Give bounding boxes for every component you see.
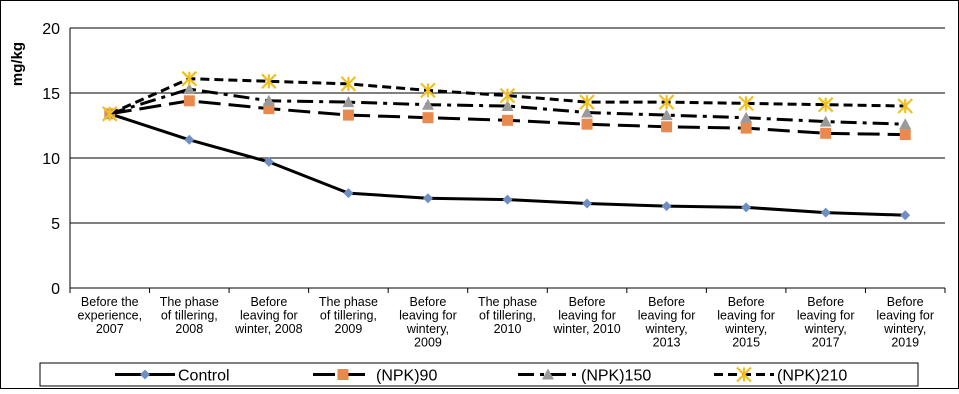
data-point <box>263 103 275 115</box>
data-point <box>819 115 832 127</box>
x-tick-label: Before leaving for wintery, 2009 <box>399 295 457 350</box>
legend-label: (NPK)210 <box>777 368 847 385</box>
legend-item: Control <box>115 368 230 385</box>
data-point <box>183 95 195 107</box>
data-point <box>661 201 672 212</box>
data-point <box>184 134 195 145</box>
series-3 <box>101 70 914 122</box>
x-tick-label: Before leaving for wintery, 2017 <box>797 295 855 350</box>
data-point <box>261 73 277 90</box>
x-tick-label: The phase of tillering, 2010 <box>478 295 537 336</box>
data-point <box>340 76 357 92</box>
data-point <box>101 106 118 122</box>
legend-label: (NPK)90 <box>376 368 437 385</box>
data-point <box>181 70 198 87</box>
x-tick-label: The phase of tillering, 2009 <box>319 295 378 336</box>
legend-label: (NPK)150 <box>581 368 651 385</box>
data-point <box>262 94 275 106</box>
data-point <box>738 95 754 112</box>
legend-item: (NPK)90 <box>313 368 437 385</box>
data-point <box>581 118 593 130</box>
data-point <box>420 82 436 99</box>
data-point <box>183 83 196 95</box>
data-point <box>817 96 834 113</box>
data-point <box>342 96 355 108</box>
y-tick-label: 20 <box>42 21 60 38</box>
data-point <box>740 111 753 123</box>
y-tick-label: 0 <box>51 281 60 298</box>
data-point <box>581 106 594 118</box>
legend-marker <box>337 369 349 380</box>
data-point <box>741 202 752 213</box>
data-point <box>661 121 673 133</box>
data-point <box>502 194 513 205</box>
data-point <box>263 156 274 167</box>
legend-item: (NPK)150 <box>518 368 651 385</box>
series-0 <box>104 108 911 221</box>
data-point <box>502 114 513 126</box>
data-point <box>343 188 354 199</box>
data-point <box>820 207 831 218</box>
x-tick-label: Before leaving for wintery, 2019 <box>876 295 934 350</box>
legend: Control (NPK)90 (NPK)150 (NPK)210 <box>39 362 919 387</box>
data-point <box>499 87 516 104</box>
data-point <box>820 127 832 139</box>
legend-marker <box>542 368 554 380</box>
x-tick-label: Before the experience, 2007 <box>77 295 142 336</box>
axis-layer: 0 5 10 15 20 Before the experience, 2007 The pha… <box>42 21 946 350</box>
series-layer <box>101 70 914 221</box>
data-point <box>658 94 675 110</box>
data-point <box>740 122 752 134</box>
y-tick-label: 5 <box>51 216 60 233</box>
data-point <box>582 198 593 209</box>
data-point <box>900 210 911 221</box>
data-point <box>899 118 912 130</box>
data-point <box>501 100 514 111</box>
data-point <box>422 112 434 124</box>
x-tick-label: The phase of tillering, 2008 <box>160 295 219 336</box>
series-line <box>109 87 906 126</box>
series-line <box>109 77 906 116</box>
legend-label: Control <box>178 368 230 385</box>
legend-marker <box>140 369 150 380</box>
data-point <box>660 109 673 121</box>
data-point <box>579 94 595 110</box>
legend-marker <box>736 366 752 383</box>
data-point <box>342 109 354 121</box>
legend-box <box>39 362 919 387</box>
x-tick-label: Before leaving for winter, 2010 <box>552 295 620 336</box>
y-tick-label: 10 <box>42 151 60 168</box>
x-tick-label: Before leaving for wintery, 2013 <box>638 295 696 350</box>
x-tick-label: Before leaving for winter, 2008 <box>234 295 302 336</box>
data-point <box>897 98 914 114</box>
y-axis-label: mg/kg <box>9 42 26 86</box>
data-point <box>899 129 911 141</box>
data-point <box>421 98 434 110</box>
y-tick-label: 15 <box>42 86 60 103</box>
legend-item: (NPK)210 <box>714 366 847 385</box>
x-tick-label: Before leaving for wintery, 2015 <box>717 295 775 350</box>
data-point <box>422 193 433 204</box>
